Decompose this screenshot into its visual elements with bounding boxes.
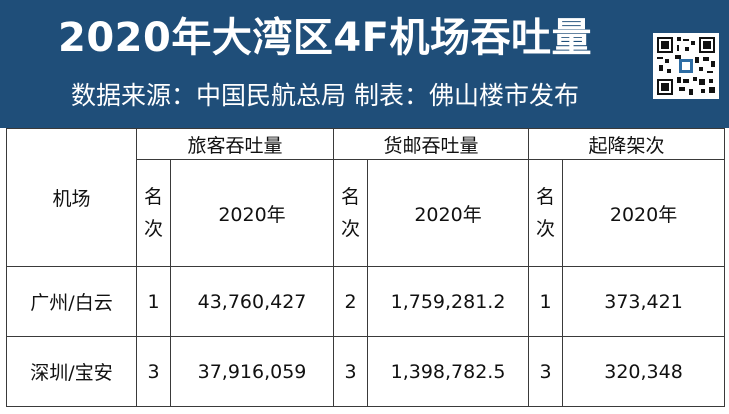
rank-header: 名 次 bbox=[333, 159, 369, 267]
table-row: 深圳/宝安 3 37,916,059 3 1,398,782.5 3 320,3… bbox=[6, 336, 726, 407]
flights-value: 373,421 bbox=[562, 266, 726, 337]
rank-header: 名 次 bbox=[136, 159, 171, 267]
passenger-value: 43,760,427 bbox=[169, 266, 335, 337]
flights-value: 320,348 bbox=[562, 336, 726, 407]
table-row: 广州/白云 1 43,760,427 2 1,759,281.2 1 373,4… bbox=[6, 266, 726, 337]
rank-header: 名 次 bbox=[528, 159, 564, 267]
airport-throughput-table: 机场 旅客吞吐量 货邮吞吐量 起降架次 名 次 2020年 名 次 2020年 … bbox=[6, 128, 726, 407]
flights-rank: 3 bbox=[528, 336, 564, 407]
rank-header-top: 名 bbox=[536, 186, 556, 208]
rank-header-top: 名 bbox=[341, 186, 361, 208]
rank-header-bottom: 次 bbox=[536, 218, 556, 240]
rank-header-bottom: 次 bbox=[143, 218, 163, 240]
qr-code-icon bbox=[653, 33, 719, 99]
cargo-rank: 3 bbox=[333, 336, 369, 407]
cargo-value: 1,398,782.5 bbox=[367, 336, 530, 407]
group-header-passenger: 旅客吞吐量 bbox=[135, 128, 335, 160]
header-banner: 2020年大湾区4F机场吞吐量 数据来源：中国民航总局 制表：佛山楼市发布 bbox=[0, 0, 729, 128]
passenger-value: 37,916,059 bbox=[169, 336, 335, 407]
cargo-rank: 2 bbox=[333, 266, 369, 337]
cargo-value: 1,759,281.2 bbox=[367, 266, 530, 337]
page-title: 2020年大湾区4F机场吞吐量 bbox=[58, 15, 592, 61]
page-subtitle: 数据来源：中国民航总局 制表：佛山楼市发布 bbox=[71, 81, 579, 110]
year-header: 2020年 bbox=[367, 159, 530, 267]
passenger-rank: 1 bbox=[136, 266, 171, 337]
airport-name: 广州/白云 bbox=[6, 266, 137, 337]
header-row-groups: 机场 旅客吞吐量 货邮吞吐量 起降架次 bbox=[6, 128, 726, 267]
airport-name: 深圳/宝安 bbox=[6, 336, 137, 407]
year-header: 2020年 bbox=[169, 159, 335, 267]
flights-rank: 1 bbox=[528, 266, 564, 337]
rank-header-bottom: 次 bbox=[341, 218, 361, 240]
year-header: 2020年 bbox=[562, 159, 726, 267]
group-header-flights: 起降架次 bbox=[528, 128, 726, 160]
group-header-cargo: 货邮吞吐量 bbox=[333, 128, 530, 160]
rank-header-top: 名 bbox=[143, 186, 163, 208]
header-row-sub: 名 次 2020年 名 次 2020年 名 次 2020年 bbox=[7, 159, 726, 267]
column-header-airport: 机场 bbox=[6, 128, 137, 267]
passenger-rank: 3 bbox=[136, 336, 171, 407]
